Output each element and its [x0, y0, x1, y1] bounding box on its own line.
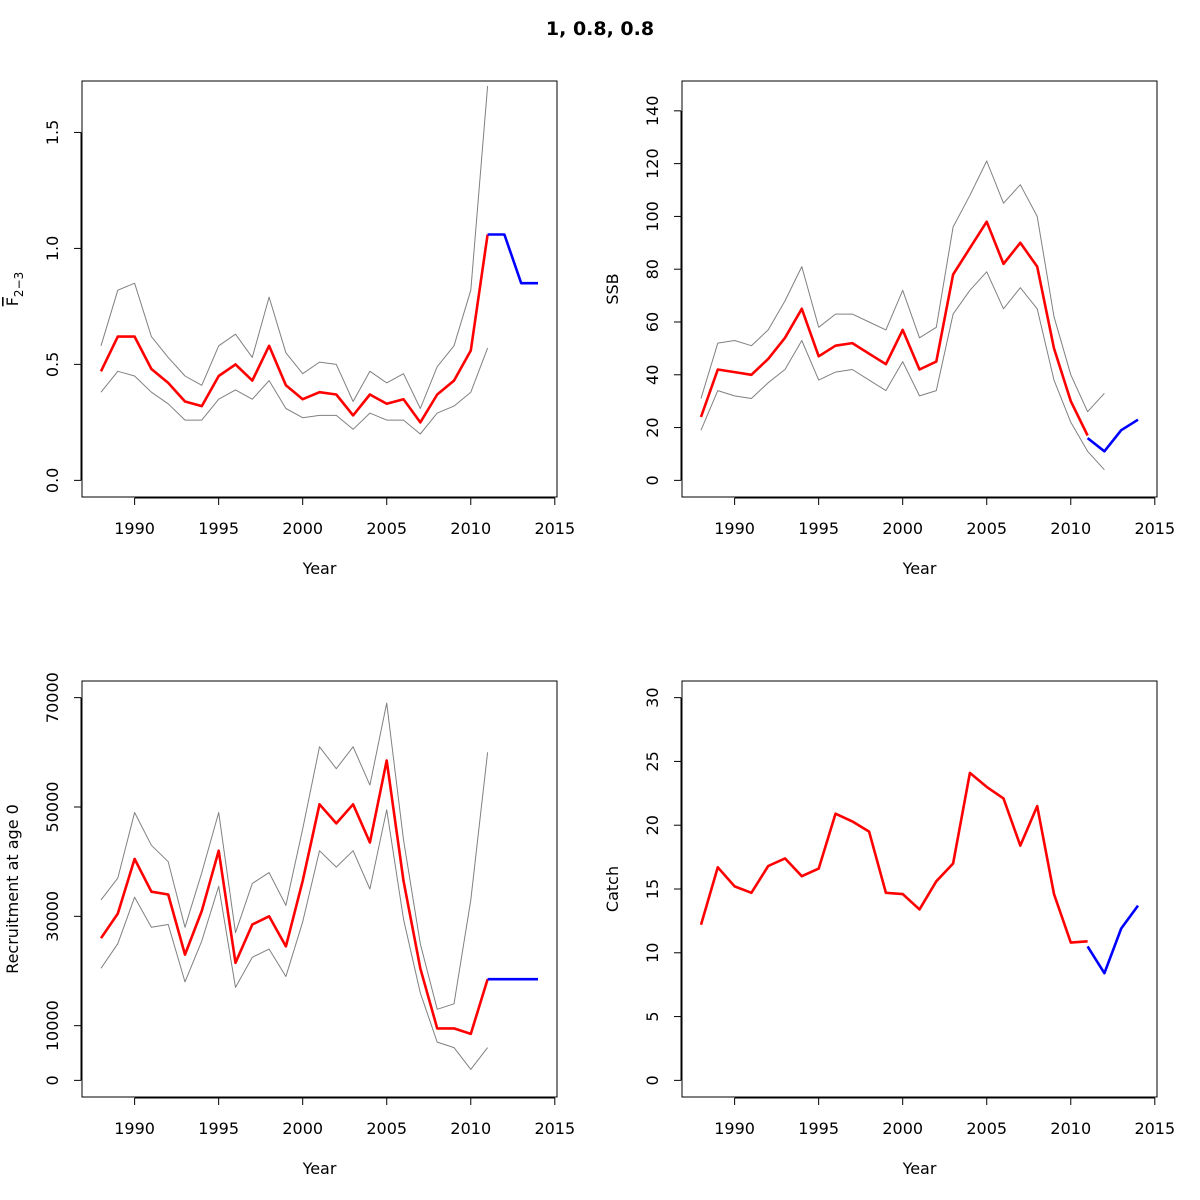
y-tick-label: 10 — [643, 943, 662, 963]
y-tick-label: 20 — [643, 815, 662, 835]
y-tick-label: 100 — [643, 201, 662, 232]
y-tick-label: 15 — [643, 879, 662, 899]
x-tick-label: 2010 — [450, 1119, 491, 1138]
y-tick-label: 0 — [43, 1075, 62, 1085]
x-tick-label: 2005 — [366, 519, 407, 538]
plot-frame — [681, 80, 1158, 498]
x-tick-label: 2010 — [1050, 519, 1091, 538]
y-tick-label: 10000 — [43, 1000, 62, 1051]
y-tick-label: 0.5 — [43, 352, 62, 377]
x-tick-label: 2000 — [882, 519, 923, 538]
y-tick-label: 50000 — [43, 782, 62, 833]
plot-frame — [81, 80, 558, 498]
projection-line — [487, 233, 538, 285]
x-tick-label: 1995 — [798, 519, 839, 538]
x-tick-label: 2015 — [1134, 519, 1175, 538]
y-tick-label: 30000 — [43, 891, 62, 942]
x-tick-label: 2015 — [534, 1119, 575, 1138]
x-axis-label: Year — [902, 559, 937, 578]
lower-bound-line — [100, 809, 488, 1070]
x-tick-label: 1995 — [198, 1119, 239, 1138]
x-tick-label: 2005 — [966, 519, 1007, 538]
upper-bound-line — [100, 85, 489, 409]
x-tick-label: 1995 — [798, 1119, 839, 1138]
y-tick-label: 0.0 — [43, 468, 62, 493]
x-tick-label: 2000 — [282, 519, 323, 538]
plot-frame — [81, 680, 558, 1098]
upper-bound-line — [700, 160, 1105, 413]
x-tick-label: 1990 — [114, 1119, 155, 1138]
x-tick-label: 2010 — [450, 519, 491, 538]
y-tick-label: 5 — [643, 1011, 662, 1021]
lower-bound-line — [700, 271, 1105, 471]
y-tick-label: 1.5 — [43, 120, 62, 145]
y-axis-label: Catch — [603, 866, 622, 912]
f-bar-panel: 1990 1995 2000 2005 2010 2015 Year 0.0 0.5 1.0 1.5… — [3, 80, 575, 578]
x-axis-label: Year — [302, 1159, 337, 1178]
y-tick-label: 0 — [643, 475, 662, 485]
series-group — [99, 85, 538, 435]
x-tick-label: 2000 — [882, 1119, 923, 1138]
projection-line — [1086, 904, 1140, 975]
y-axis-label: F2−3 — [3, 272, 26, 307]
x-axis-label: Year — [302, 559, 337, 578]
x-tick-label: 1990 — [714, 519, 755, 538]
lower-bound-line — [100, 347, 489, 435]
page-title: 1, 0.8, 0.8 — [545, 18, 655, 40]
y-tick-label: 140 — [643, 96, 662, 127]
x-axis-label: Year — [902, 1159, 937, 1178]
y-tick-label: 80 — [643, 259, 662, 279]
x-tick-label: 1995 — [198, 519, 239, 538]
y-axis-label-subscript: 2−3 — [12, 272, 26, 297]
ssb-panel: 1990 1995 2000 2005 2010 2015 Year 0 20 40 60 80 100… — [603, 80, 1175, 578]
y-axis-label: SSB — [603, 273, 622, 304]
y-tick-label: 0 — [643, 1075, 662, 1085]
recruitment-panel: 1990 1995 2000 2005 2010 2015 Year 0 10000 30000 5… — [3, 672, 575, 1178]
y-tick-label: 40 — [643, 365, 662, 385]
x-tick-label: 2015 — [534, 519, 575, 538]
series-group — [699, 160, 1139, 471]
x-tick-label: 1990 — [114, 519, 155, 538]
upper-bound-line — [100, 702, 489, 1010]
series-group — [699, 771, 1140, 975]
y-tick-label: 60 — [643, 312, 662, 332]
y-tick-label: 25 — [643, 751, 662, 771]
x-tick-label: 2005 — [966, 1119, 1007, 1138]
x-tick-label: 2000 — [282, 1119, 323, 1138]
projection-line — [1086, 418, 1139, 453]
catch-panel: 1990 1995 2000 2005 2010 2015 Year 0 5 10 15 20 25 30… — [603, 680, 1175, 1178]
estimate-line — [699, 771, 1088, 944]
series-group — [99, 702, 538, 1070]
estimate-line — [99, 759, 489, 1036]
x-tick-label: 2015 — [1134, 1119, 1175, 1138]
estimate-line — [99, 234, 489, 424]
estimate-line — [699, 220, 1089, 437]
plot-frame — [681, 680, 1158, 1098]
x-tick-label: 2010 — [1050, 1119, 1091, 1138]
y-tick-label: 120 — [643, 148, 662, 179]
x-tick-label: 1990 — [714, 1119, 755, 1138]
y-tick-label: 30 — [643, 687, 662, 707]
y-tick-label: 1.0 — [43, 236, 62, 261]
y-tick-label: 70000 — [43, 672, 62, 723]
y-axis-label: Recruitment at age 0 — [3, 804, 22, 974]
y-tick-label: 20 — [643, 417, 662, 437]
x-tick-label: 2005 — [366, 1119, 407, 1138]
y-axis-label-main: F — [3, 297, 22, 306]
